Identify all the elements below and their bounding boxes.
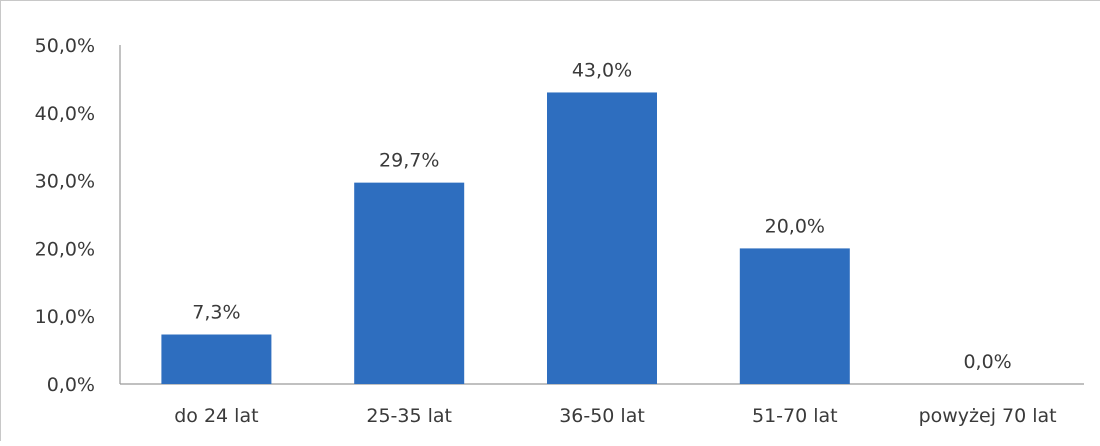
bar [547,92,657,385]
y-tick-label: 30,0% [35,171,95,193]
data-label: 29,7% [379,150,439,172]
x-tick-label: 25-35 lat [366,405,452,427]
x-tick-label: do 24 lat [174,405,258,427]
x-axis-labels: do 24 lat 25-35 lat 36-50 lat 51-70 lat powy… [174,405,1056,427]
y-tick-label: 20,0% [35,238,95,260]
y-axis-labels: 0,0% 10,0% 20,0% 30,0% 40,0% 50,0% [35,35,95,396]
data-label: 0,0% [963,351,1011,373]
data-label: 20,0% [765,215,825,237]
x-tick-label: powyżej 70 lat [919,405,1057,427]
y-tick-label: 10,0% [35,306,95,328]
bar [354,182,465,384]
data-label: 7,3% [192,302,240,324]
data-labels: 7,3% 29,7% 43,0% 20,0% 0,0% [192,59,1011,373]
bar [739,248,850,384]
x-tick-label: 36-50 lat [559,405,645,427]
data-label: 43,0% [572,59,632,81]
y-tick-label: 0,0% [47,374,95,396]
x-tick-label: 51-70 lat [752,405,838,427]
bars [161,92,850,385]
y-tick-label: 50,0% [35,35,95,57]
bar [161,334,272,384]
y-tick-label: 40,0% [35,103,95,125]
